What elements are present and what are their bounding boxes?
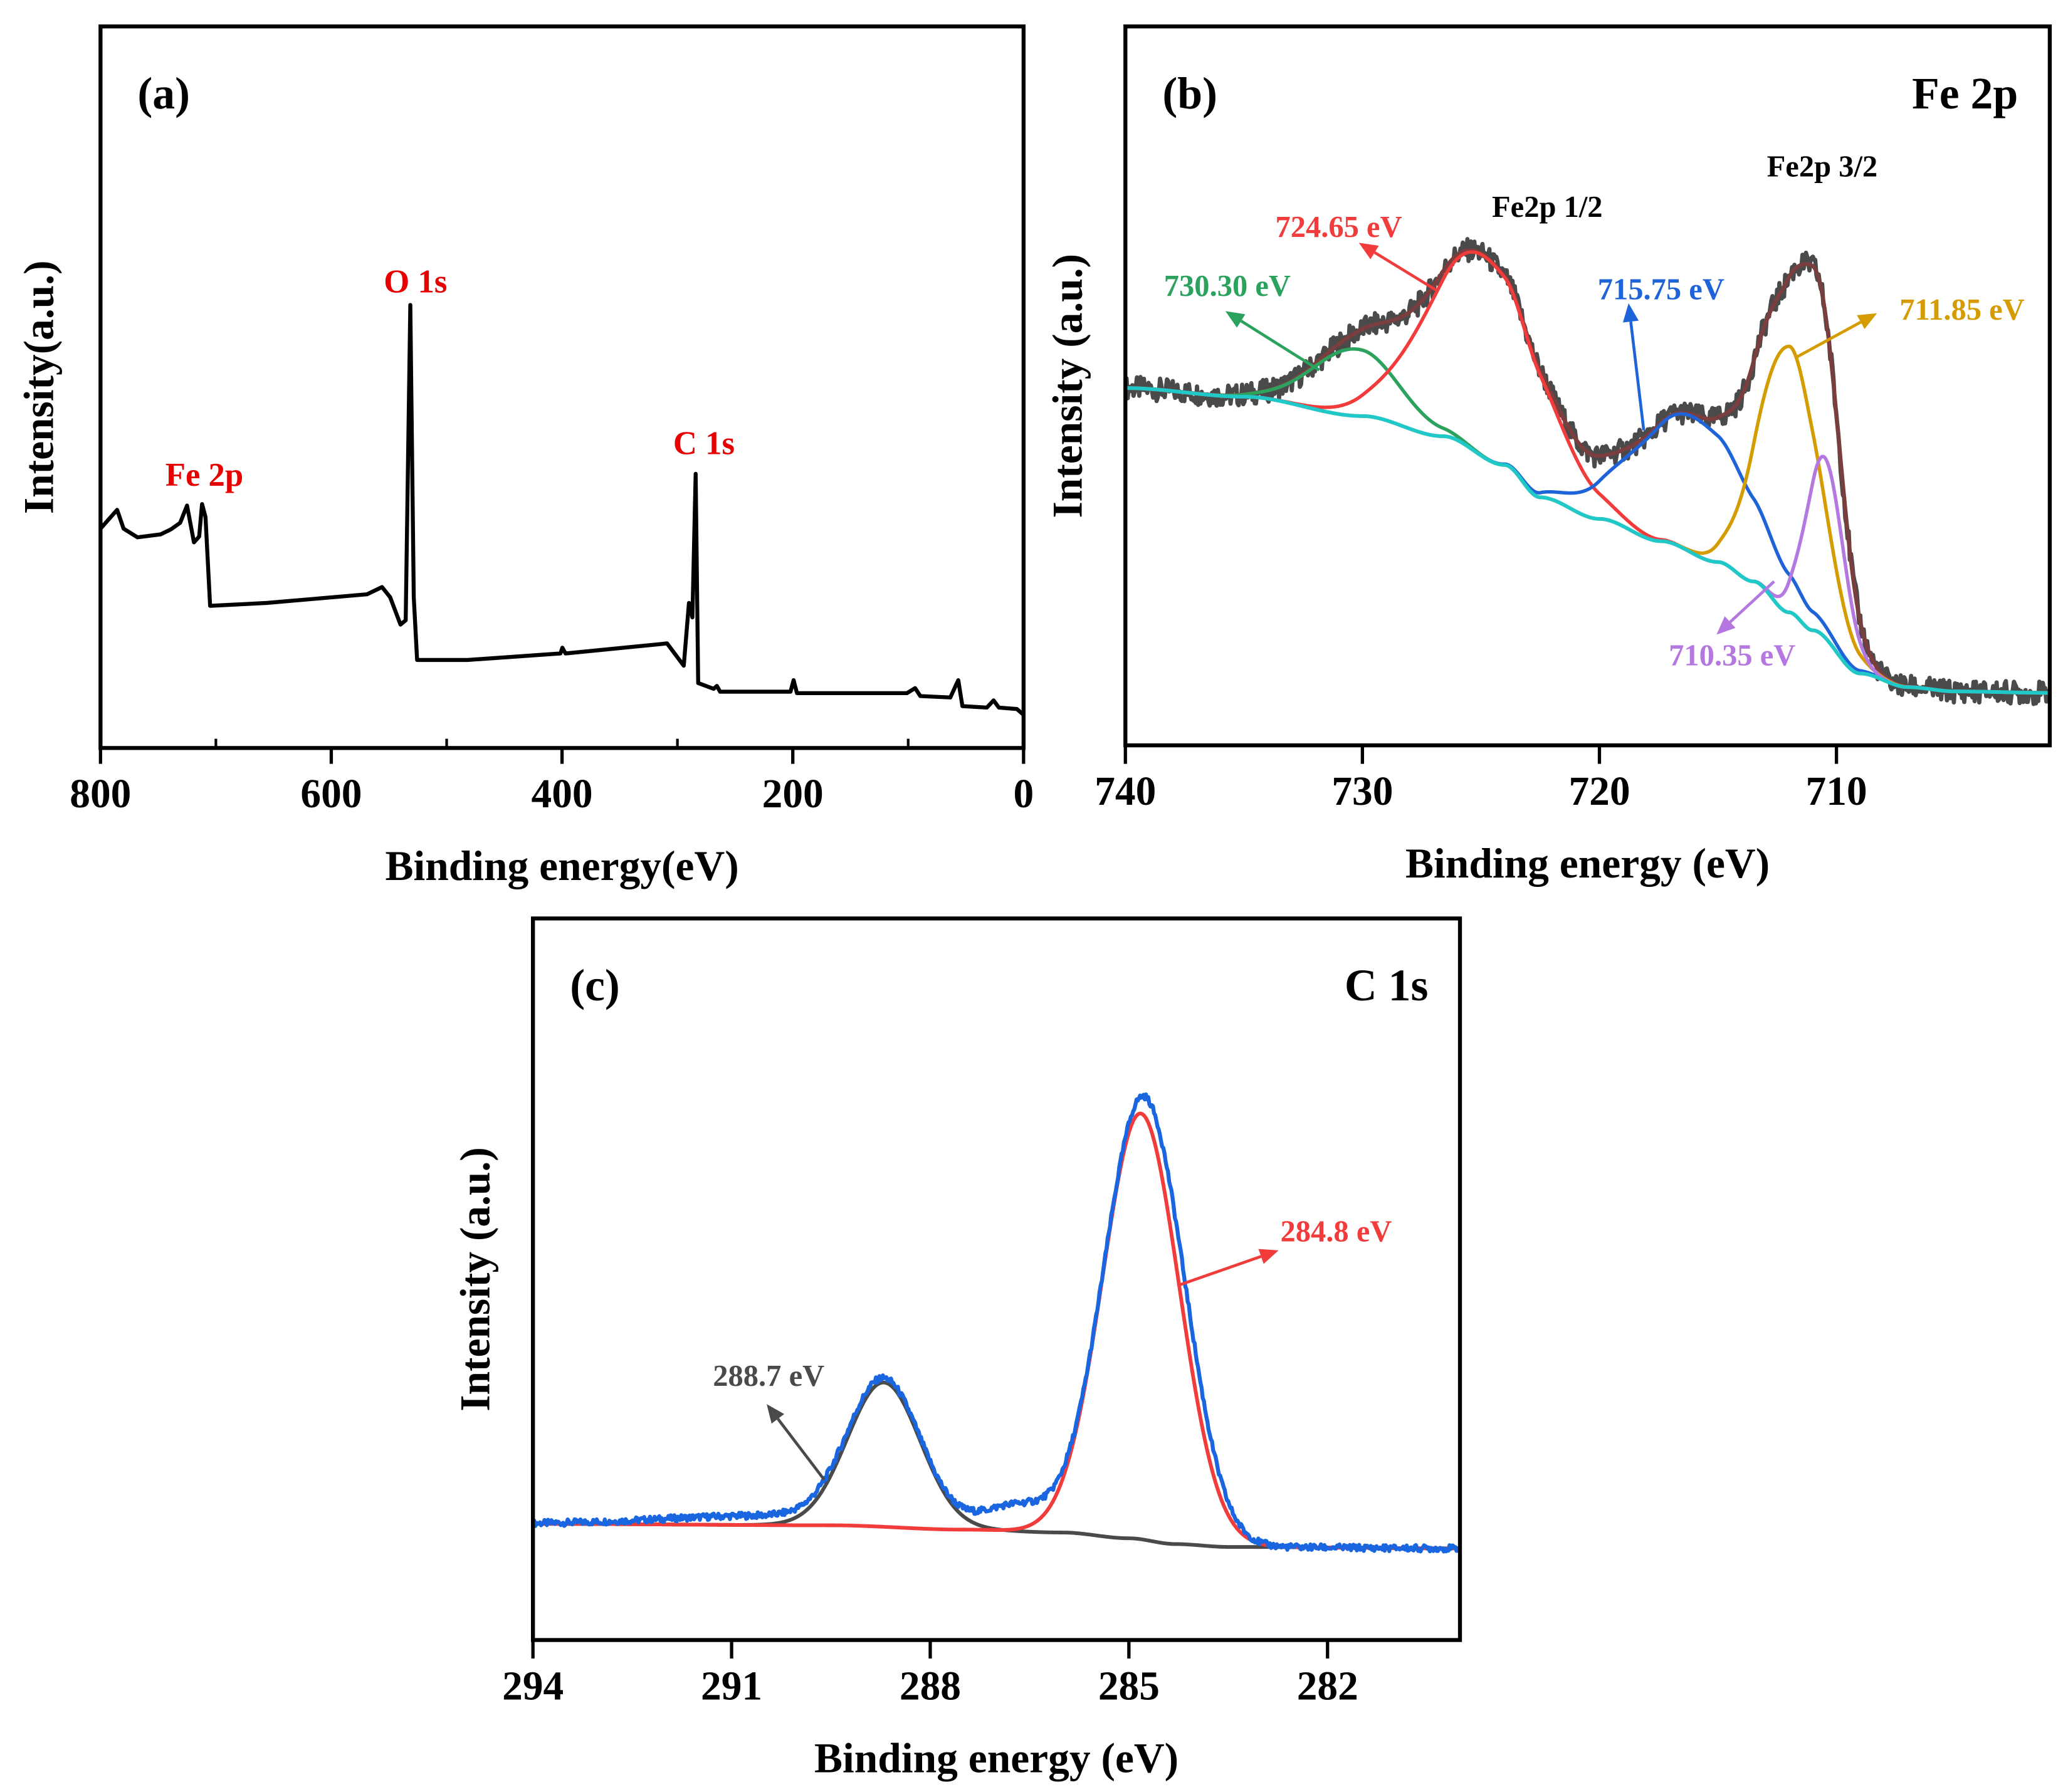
annotation-label: Fe 2p [165, 457, 244, 493]
x-tick-label: 285 [1098, 1664, 1160, 1709]
annotation-arrow-shaft [1629, 321, 1646, 431]
plot-area [1125, 237, 2050, 706]
series-line-experimental [533, 1092, 1461, 1554]
x-tick-label: 600 [300, 772, 362, 817]
x-tick-label: 710 [1806, 769, 1867, 814]
panel-label: (a) [137, 68, 190, 118]
plot-area [100, 303, 1024, 716]
annotation-label: 711.85 eV [1899, 293, 2024, 327]
annotation-label: 284.8 eV [1281, 1215, 1392, 1249]
x-axis-title: Binding energy (eV) [1405, 840, 1770, 887]
series-line-peak-0 [1125, 347, 2050, 695]
panel-c-c1s: 294 291 288 285 282 Binding energy (eV) Intens… [452, 916, 1462, 1781]
annotation-label: 715.75 eV [1598, 273, 1724, 307]
annotation-label: 288.7 eV [713, 1360, 824, 1393]
x-tick-label: 294 [502, 1664, 564, 1709]
x-tick-label: 282 [1297, 1664, 1358, 1709]
annotation-arrow-shaft [1240, 320, 1320, 372]
x-tick-label: 720 [1568, 769, 1630, 814]
annotation-arrow-shaft [1794, 320, 1862, 359]
annotation-label: C 1s [673, 425, 735, 461]
annotation-label: 710.35 eV [1669, 639, 1795, 673]
annotation-label: Fe2p 1/2 [1492, 191, 1603, 224]
x-tick-label: 200 [762, 772, 824, 817]
x-tick-label: 291 [701, 1664, 762, 1709]
axes-frame [531, 916, 1462, 1642]
x-axis-title: Binding energy (eV) [814, 1734, 1178, 1781]
annotation-arrow-head-icon [1716, 616, 1736, 635]
annotation-label: O 1s [384, 264, 447, 300]
panel-label: (b) [1162, 68, 1217, 118]
annotation-arrow-head-icon [1622, 303, 1639, 323]
panel-b-fe2p: 740 730 720 710 Binding energy (eV) Intensity… [1044, 24, 2052, 887]
y-axis-title: Intensity (a.u.) [1044, 254, 1091, 518]
series-line-peak-1 [533, 1111, 1461, 1551]
annotation-arrow-head-icon [1358, 243, 1379, 259]
axes-frame [1123, 24, 2052, 748]
annotation-arrow-shaft [1178, 1255, 1262, 1287]
plot-area [533, 1092, 1461, 1554]
annotation-arrow-shaft [777, 1418, 826, 1481]
y-axis-title: Intensity (a.u.) [452, 1147, 499, 1412]
annotation-arrow-shaft [1729, 580, 1775, 624]
panel-a-survey: 800 600 400 200 0 Binding energy(eV) Intensity… [15, 24, 1034, 889]
x-tick-label: 800 [70, 772, 131, 817]
annotation-label: 724.65 eV [1276, 211, 1402, 244]
annotation-arrow-head-icon [1225, 311, 1246, 328]
annotation-label: 730.30 eV [1164, 270, 1291, 303]
x-tick-label: 0 [1013, 772, 1034, 817]
annotation-arrow-head-icon [1857, 313, 1877, 330]
panel-title: C 1s [1345, 960, 1428, 1010]
annotation-arrow-head-icon [1258, 1249, 1279, 1264]
panel-title: Fe 2p [1912, 68, 2018, 118]
series-line-experimental [1125, 237, 2050, 706]
annotation-arrow-shaft [1373, 251, 1439, 293]
series-line-background [1125, 386, 2050, 695]
x-axis-title: Binding energy(eV) [385, 842, 738, 889]
annotation-arrow-head-icon [767, 1404, 785, 1424]
series-line-peak-4 [1125, 386, 2050, 695]
series-line-peak-2 [1125, 386, 2050, 695]
x-tick-label: 400 [532, 772, 593, 817]
series-line-survey [100, 303, 1024, 716]
x-tick-label: 730 [1331, 769, 1393, 814]
x-tick-label: 740 [1094, 769, 1156, 814]
x-tick-label: 288 [900, 1664, 961, 1709]
annotation-label: Fe2p 3/2 [1767, 150, 1878, 184]
axes-frame [98, 24, 1026, 750]
y-axis-title: Intensity(a.u.) [15, 260, 62, 514]
panel-label: (c) [570, 960, 620, 1010]
